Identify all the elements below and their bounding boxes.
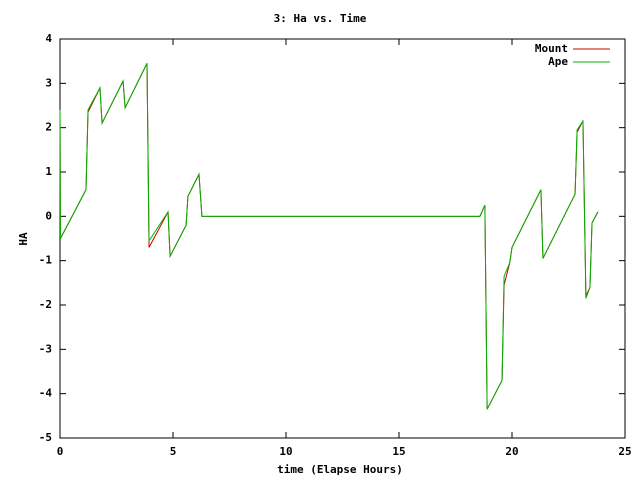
y-tick-label: -1: [39, 254, 53, 267]
x-axis-label: time (Elapse Hours): [277, 463, 403, 476]
x-tick-label: 0: [57, 445, 64, 458]
y-tick-label: 4: [45, 32, 52, 45]
y-tick-label: 2: [45, 121, 52, 134]
y-tick-label: -5: [39, 431, 52, 444]
plot-border: [59, 38, 626, 439]
y-tick-label: -3: [39, 342, 52, 355]
series-line: [59, 63, 599, 410]
x-tick-label: 25: [618, 445, 631, 458]
y-tick-label: 1: [45, 165, 52, 178]
x-tick-label: 10: [279, 445, 292, 458]
x-tick-label: 20: [505, 445, 518, 458]
y-axis-label: HA: [17, 232, 30, 246]
y-tick-label: 0: [45, 209, 52, 222]
x-tick-label: 15: [392, 445, 405, 458]
chart-title: 3: Ha vs. Time: [274, 12, 367, 25]
legend-label: Ape: [548, 55, 568, 68]
y-tick-label: -2: [39, 298, 52, 311]
y-tick-label: -4: [39, 387, 53, 400]
x-tick-label: 5: [170, 445, 177, 458]
legend-label: Mount: [535, 42, 568, 55]
y-tick-label: 3: [45, 76, 52, 89]
